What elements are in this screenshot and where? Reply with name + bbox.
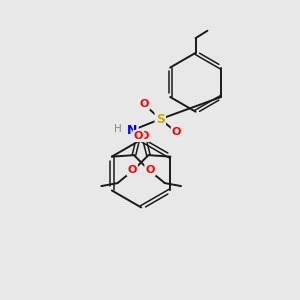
Text: O: O — [172, 127, 181, 137]
Text: O: O — [128, 165, 137, 175]
Text: N: N — [127, 124, 137, 137]
Text: S: S — [156, 112, 165, 126]
Text: O: O — [146, 165, 155, 175]
Text: O: O — [139, 131, 149, 141]
Text: O: O — [134, 131, 143, 141]
Text: O: O — [140, 99, 149, 110]
Text: H: H — [114, 124, 122, 134]
